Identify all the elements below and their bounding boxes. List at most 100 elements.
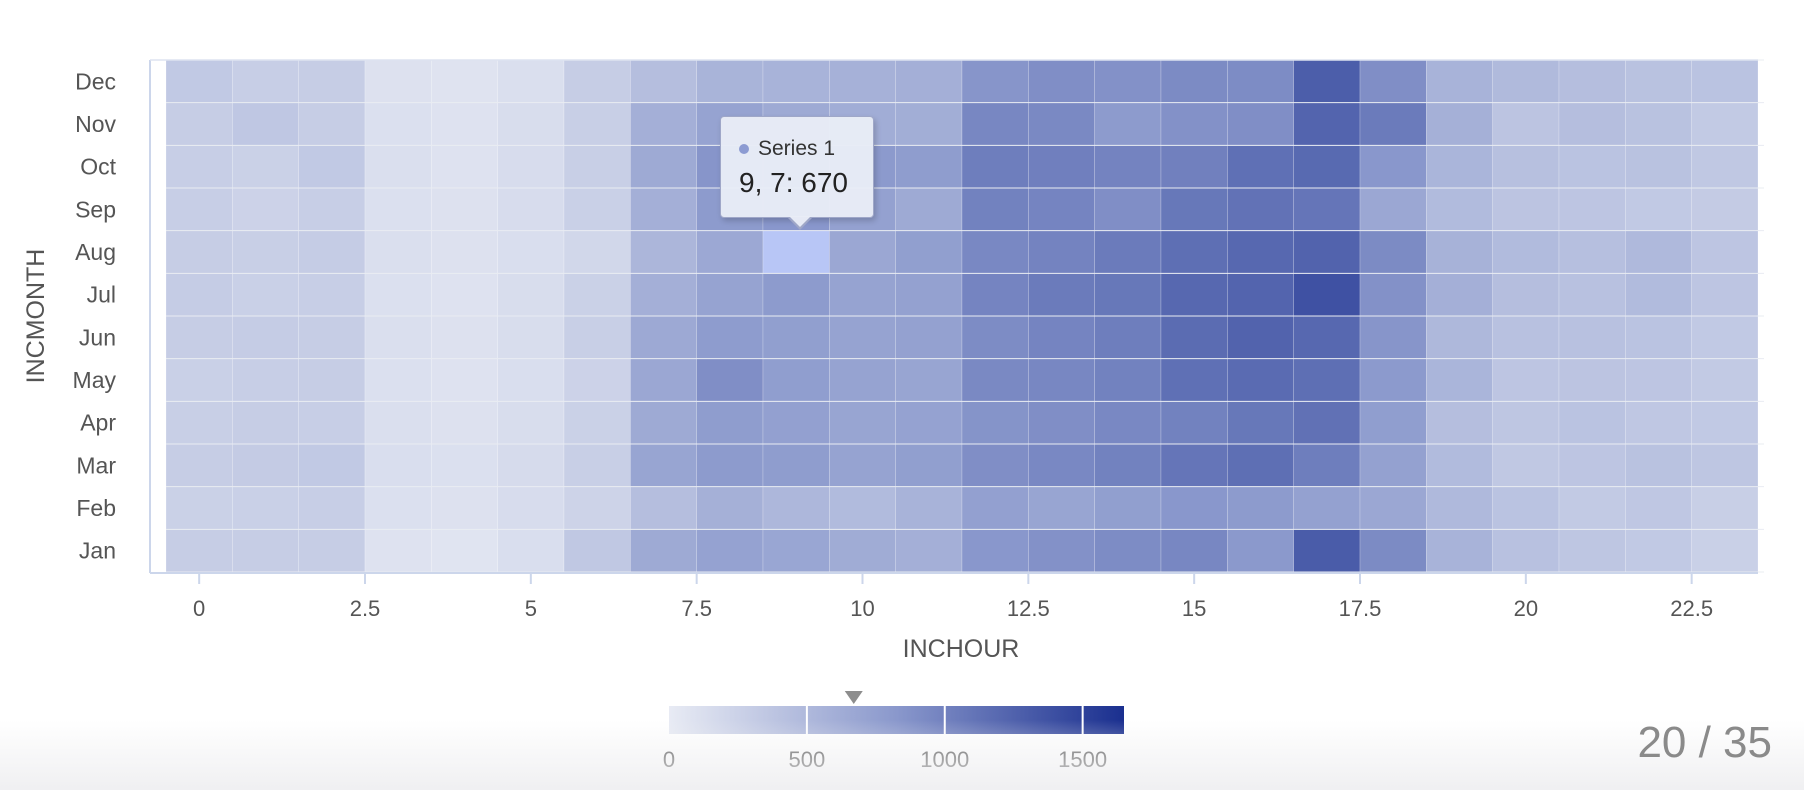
- heatmap-cell[interactable]: [232, 529, 299, 573]
- heatmap-cell[interactable]: [1426, 145, 1493, 189]
- heatmap-cell[interactable]: [165, 273, 233, 317]
- heatmap-cell[interactable]: [1492, 187, 1560, 231]
- heatmap-cell[interactable]: [1293, 443, 1361, 487]
- heatmap-cell[interactable]: [1227, 102, 1294, 146]
- heatmap-cell[interactable]: [1359, 358, 1427, 402]
- heatmap-cell[interactable]: [961, 187, 1029, 231]
- heatmap-cell[interactable]: [298, 315, 366, 359]
- heatmap-cell[interactable]: [696, 230, 764, 274]
- heatmap-cell[interactable]: [1094, 273, 1162, 317]
- heatmap-cell[interactable]: [364, 187, 432, 231]
- heatmap-cell[interactable]: [1359, 315, 1427, 359]
- heatmap-cell[interactable]: [1492, 102, 1560, 146]
- heatmap-cell[interactable]: [1426, 315, 1493, 359]
- heatmap-cell[interactable]: [1028, 273, 1095, 317]
- heatmap-cell[interactable]: [895, 59, 963, 103]
- heatmap-cell[interactable]: [165, 401, 233, 445]
- heatmap-cell[interactable]: [1492, 315, 1560, 359]
- heatmap-cell[interactable]: [431, 102, 498, 146]
- heatmap-cell[interactable]: [1558, 486, 1626, 530]
- heatmap-cell[interactable]: [1625, 401, 1692, 445]
- heatmap-cell[interactable]: [1028, 529, 1095, 573]
- heatmap-cell[interactable]: [961, 145, 1029, 189]
- heatmap-cell[interactable]: [1028, 230, 1095, 274]
- heatmap-cell[interactable]: [961, 102, 1029, 146]
- heatmap-cell[interactable]: [1094, 401, 1162, 445]
- heatmap-cell[interactable]: [364, 401, 432, 445]
- heatmap-cell[interactable]: [829, 230, 896, 274]
- heatmap-cell[interactable]: [895, 230, 963, 274]
- heatmap-cell[interactable]: [1293, 187, 1361, 231]
- heatmap-cell[interactable]: [1094, 145, 1162, 189]
- heatmap-cell[interactable]: [1227, 358, 1294, 402]
- heatmap-cell[interactable]: [497, 486, 565, 530]
- heatmap-cell[interactable]: [1691, 187, 1759, 231]
- heatmap-cell[interactable]: [431, 358, 498, 402]
- heatmap-cell[interactable]: [1625, 529, 1692, 573]
- heatmap-cell[interactable]: [1227, 401, 1294, 445]
- heatmap-cell[interactable]: [696, 486, 764, 530]
- heatmap-cell[interactable]: [232, 59, 299, 103]
- heatmap-cell[interactable]: [1558, 102, 1626, 146]
- heatmap-cell[interactable]: [497, 529, 565, 573]
- heatmap-cell[interactable]: [165, 102, 233, 146]
- heatmap-cell[interactable]: [1625, 273, 1692, 317]
- heatmap-cell[interactable]: [961, 230, 1029, 274]
- heatmap-cell[interactable]: [165, 486, 233, 530]
- heatmap-cell[interactable]: [1492, 59, 1560, 103]
- heatmap-cell[interactable]: [1028, 187, 1095, 231]
- heatmap-cell[interactable]: [1359, 102, 1427, 146]
- heatmap-cell[interactable]: [1558, 529, 1626, 573]
- heatmap-cell[interactable]: [961, 59, 1029, 103]
- heatmap-cell[interactable]: [1359, 529, 1427, 573]
- heatmap-cell[interactable]: [1227, 230, 1294, 274]
- heatmap-cell[interactable]: [298, 401, 366, 445]
- heatmap-cell[interactable]: [364, 145, 432, 189]
- heatmap-cell[interactable]: [829, 443, 896, 487]
- heatmap-cell[interactable]: [696, 59, 764, 103]
- heatmap-cell[interactable]: [298, 145, 366, 189]
- heatmap-cell[interactable]: [364, 529, 432, 573]
- heatmap-cell[interactable]: [1227, 486, 1294, 530]
- heatmap-cell[interactable]: [563, 358, 631, 402]
- heatmap-cell[interactable]: [497, 102, 565, 146]
- heatmap-cell[interactable]: [298, 187, 366, 231]
- heatmap-cell[interactable]: [630, 145, 697, 189]
- heatmap-cell[interactable]: [961, 529, 1029, 573]
- heatmap-cell[interactable]: [1426, 358, 1493, 402]
- heatmap-cell[interactable]: [1160, 145, 1228, 189]
- heatmap-cell[interactable]: [630, 59, 697, 103]
- heatmap-cell[interactable]: [762, 315, 830, 359]
- heatmap-cell[interactable]: [1160, 59, 1228, 103]
- heatmap-cell[interactable]: [497, 401, 565, 445]
- heatmap-cell[interactable]: [1558, 230, 1626, 274]
- heatmap-cell[interactable]: [232, 273, 299, 317]
- heatmap-cell[interactable]: [364, 443, 432, 487]
- heatmap-cell[interactable]: [1625, 102, 1692, 146]
- heatmap-cell[interactable]: [1359, 486, 1427, 530]
- heatmap-cell[interactable]: [165, 443, 233, 487]
- heatmap-cell[interactable]: [1293, 401, 1361, 445]
- heatmap-cell[interactable]: [895, 145, 963, 189]
- heatmap-cell[interactable]: [1293, 315, 1361, 359]
- heatmap-cell[interactable]: [165, 358, 233, 402]
- heatmap-cell[interactable]: [829, 59, 896, 103]
- heatmap-cell[interactable]: [497, 443, 565, 487]
- heatmap-cell[interactable]: [1028, 443, 1095, 487]
- heatmap-cell[interactable]: [1492, 358, 1560, 402]
- heatmap-cell[interactable]: [431, 273, 498, 317]
- heatmap-cell[interactable]: [1426, 443, 1493, 487]
- heatmap-cell[interactable]: [829, 529, 896, 573]
- heatmap-cell[interactable]: [1691, 486, 1759, 530]
- heatmap-cell[interactable]: [431, 187, 498, 231]
- heatmap-cell[interactable]: [1160, 187, 1228, 231]
- heatmap-cell[interactable]: [1094, 358, 1162, 402]
- heatmap-cell[interactable]: [165, 59, 233, 103]
- heatmap-cell[interactable]: [298, 59, 366, 103]
- heatmap-cell[interactable]: [1558, 443, 1626, 487]
- heatmap-cell[interactable]: [829, 358, 896, 402]
- heatmap-cell[interactable]: [762, 401, 830, 445]
- heatmap-cell[interactable]: [1028, 358, 1095, 402]
- heatmap-cell[interactable]: [364, 230, 432, 274]
- heatmap-cell[interactable]: [630, 358, 697, 402]
